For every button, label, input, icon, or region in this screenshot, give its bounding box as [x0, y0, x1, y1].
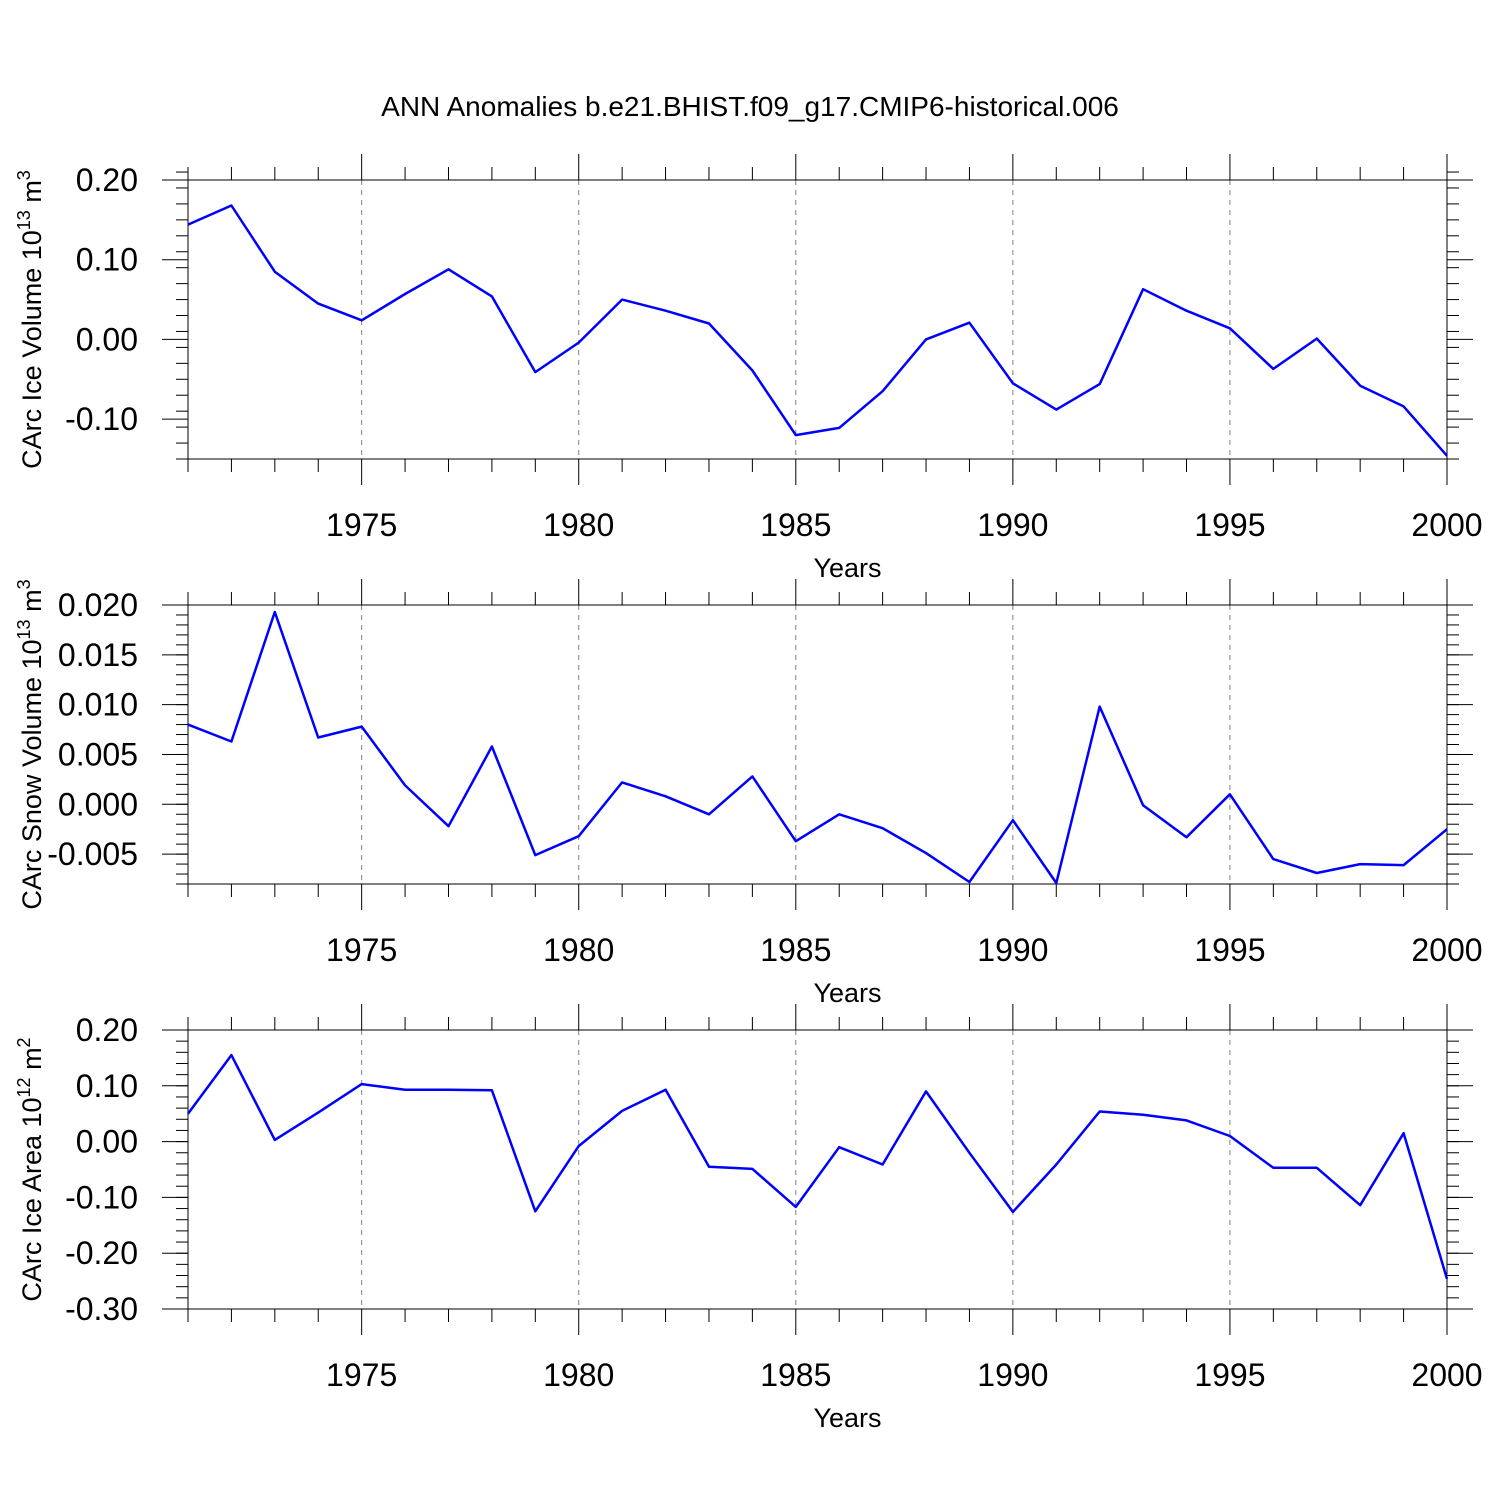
series-line — [187, 204, 1448, 457]
plot-frame — [187, 604, 1448, 885]
y-axis-label-base: CArc Ice Volume 10 — [17, 230, 47, 469]
y-axis-label-base: CArc Snow Volume 10 — [17, 639, 47, 909]
series-line — [187, 610, 1448, 885]
y-tick-label: 0.00 — [76, 1124, 138, 1160]
figure-title: ANN Anomalies b.e21.BHIST.f09_g17.CMIP6-… — [381, 91, 1119, 122]
x-tick-label: 1995 — [1194, 507, 1265, 543]
y-tick-label: 0.20 — [76, 162, 138, 198]
x-tick-label: 1980 — [543, 932, 614, 968]
y-axis-label: CArc Snow Volume 1013 m3 — [14, 579, 47, 909]
y-axis-label-unit-exponent: 3 — [14, 170, 34, 180]
y-tick-label: 0.10 — [76, 1068, 138, 1104]
y-tick-label: 0.020 — [58, 587, 138, 623]
y-axis-label-base: CArc Ice Area 10 — [17, 1097, 47, 1301]
y-tick-label: 0.010 — [58, 687, 138, 723]
y-tick-label: -0.10 — [65, 401, 138, 437]
y-axis-label-exponent: 12 — [14, 1077, 34, 1097]
y-tick-label: -0.005 — [47, 836, 138, 872]
x-tick-label: 1975 — [326, 932, 397, 968]
y-tick-label: 0.005 — [58, 736, 138, 772]
y-tick-label: -0.10 — [65, 1179, 138, 1215]
y-tick-label: 0.10 — [76, 242, 138, 278]
panels: 1975 1980 1985 1990 1995 2000 Years -0.10 0.00 0.… — [14, 154, 1483, 1433]
y-axis-label: CArc Ice Area 1012 m2 — [14, 1037, 47, 1301]
x-axis-label: Years — [813, 978, 881, 1008]
x-tick-label: 2000 — [1411, 507, 1482, 543]
y-tick-label: -0.30 — [65, 1291, 138, 1327]
y-tick-label: 0.20 — [76, 1012, 138, 1048]
x-axis-label: Years — [813, 553, 881, 583]
x-tick-label: 1990 — [977, 1357, 1048, 1393]
x-tick-label: 1990 — [977, 932, 1048, 968]
series-line — [186, 1053, 1449, 1280]
x-tick-label: 1995 — [1194, 932, 1265, 968]
x-tick-label: 1975 — [326, 507, 397, 543]
y-tick-label: 0.015 — [58, 637, 138, 673]
x-tick-label: 1980 — [543, 507, 614, 543]
plot-frame — [187, 1029, 1448, 1310]
x-tick-label: 1985 — [760, 507, 831, 543]
chart-panel-3: 1975 1980 1985 1990 1995 2000 Years -0.30 -0.20 -… — [14, 1004, 1483, 1433]
x-tick-label: 1985 — [760, 932, 831, 968]
y-axis-label: CArc Ice Volume 1013 m3 — [14, 170, 47, 469]
x-tick-label: 2000 — [1411, 932, 1482, 968]
y-axis-label-exponent: 13 — [14, 619, 34, 639]
y-axis-label-unit: m — [17, 1047, 47, 1077]
chart-panel-2: 1975 1980 1985 1990 1995 2000 Years -0.005 0.000… — [14, 579, 1483, 1008]
y-axis-label-unit: m — [17, 589, 47, 619]
x-tick-label: 2000 — [1411, 1357, 1482, 1393]
y-axis-label-unit-exponent: 3 — [14, 579, 34, 589]
x-tick-label: 1975 — [326, 1357, 397, 1393]
x-tick-label: 1990 — [977, 507, 1048, 543]
x-tick-label: 1980 — [543, 1357, 614, 1393]
y-axis-label-unit: m — [17, 180, 47, 210]
y-axis-label-unit-exponent: 2 — [14, 1037, 34, 1047]
chart-panel-1: 1975 1980 1985 1990 1995 2000 Years -0.10 0.00 0.… — [14, 154, 1483, 583]
plot-frame — [187, 179, 1448, 460]
x-tick-label: 1995 — [1194, 1357, 1265, 1393]
x-axis-label: Years — [813, 1403, 881, 1433]
y-tick-label: 0.000 — [58, 786, 138, 822]
x-tick-label: 1985 — [760, 1357, 831, 1393]
y-tick-label: -0.20 — [65, 1235, 138, 1271]
y-axis-label-exponent: 13 — [14, 210, 34, 230]
y-tick-label: 0.00 — [76, 321, 138, 357]
